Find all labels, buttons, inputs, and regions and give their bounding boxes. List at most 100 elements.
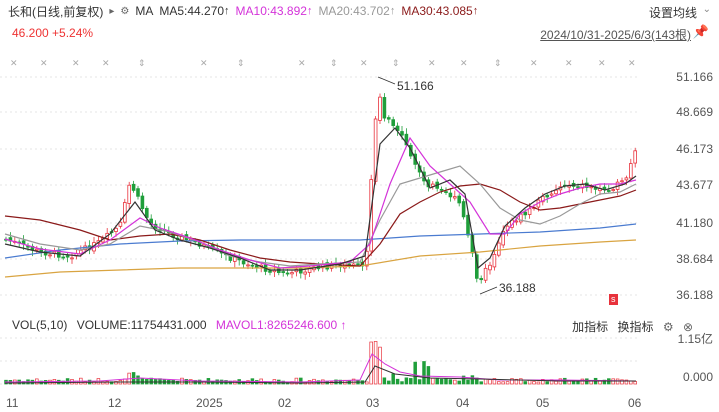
ma120-line (4, 239, 637, 278)
date-range-label[interactable]: 2024/10/31-2025/6/3(143根) (540, 28, 691, 42)
candle-body (114, 227, 118, 233)
candle-body (356, 263, 360, 266)
volume-bar (431, 377, 435, 385)
low-price-annotation: 36.188 (499, 281, 536, 295)
candle-body (488, 264, 492, 271)
candle-body (400, 131, 404, 136)
volume-bar (299, 377, 303, 385)
chevron-down-icon[interactable]: ⌄ (702, 4, 711, 15)
volume-title[interactable]: VOL(5,10) (12, 318, 68, 332)
event-s-marker[interactable]: s (609, 294, 618, 305)
candle-body (611, 189, 615, 191)
x-axis-label: 05 (536, 396, 550, 410)
candle-body (496, 242, 501, 256)
candle-body (527, 208, 532, 215)
volume-value: VOLUME:11754431.000 (76, 318, 207, 332)
kline-chart[interactable]: ✕ ✕ ✕ ✕ ⇕ ✕ ⇕ ✕ ⇕ ✕ ⇕ ✕ ✕ ⇕ ✕ ✕ ✕ ✕ (0, 44, 719, 314)
x-axis-label: 04 (456, 396, 470, 410)
candle-body (501, 230, 505, 246)
ma20-up-arrow-icon: ↑ (389, 5, 396, 17)
volume-bar (492, 378, 497, 385)
event-marker-icon: ✕ (628, 58, 636, 68)
low-annotation-line (479, 286, 498, 295)
x-axis-label: 06 (628, 396, 642, 410)
candle-body (70, 257, 74, 260)
volume-chart[interactable] (0, 334, 719, 390)
volume-bar (175, 380, 180, 385)
mavol-line (4, 353, 637, 383)
candle-body (439, 188, 444, 191)
volume-bar (136, 375, 140, 385)
ma20-value: MA20:43.702 (318, 4, 390, 18)
volume-bar (435, 378, 439, 385)
candle-body (452, 196, 457, 199)
volume-bar (387, 380, 391, 385)
y-axis-label: 46.173 (676, 142, 713, 156)
event-marker-icon: ✕ (565, 58, 573, 68)
candle-body (369, 179, 373, 252)
volume-gridlines (0, 337, 640, 385)
volume-bar (519, 378, 523, 385)
event-marker-icon: ✕ (360, 58, 368, 68)
candle-body (576, 186, 580, 189)
volume-bar (479, 381, 483, 385)
volume-bar (532, 381, 536, 385)
x-axis-label: 03 (366, 396, 380, 410)
x-axis-label: 12 (108, 396, 122, 410)
ma60-line (4, 223, 637, 259)
volume-bar (466, 379, 470, 385)
volume-bar (378, 346, 382, 385)
y-axis-label: 38.684 (676, 252, 713, 266)
candle-body (461, 201, 466, 218)
close-icon[interactable]: ⊗ (682, 320, 693, 334)
ma5-value: MA5:44.270 (159, 4, 225, 18)
volume-bar (422, 361, 426, 385)
ma10-up-arrow-icon: ↑ (306, 5, 313, 17)
chart-header: 长和(日线,前复权) ▸ ⚙ MA MA5:44.270 ↑ MA10:43.8… (0, 0, 719, 22)
event-marker-icon: ✕ (298, 58, 306, 68)
menu-arrow-icon[interactable]: ▸ (109, 5, 115, 17)
volume-bar (417, 379, 422, 385)
y-axis-label: 51.166 (676, 70, 713, 84)
ma10-value: MA10:43.892 (235, 4, 307, 18)
volume-bar (620, 379, 624, 385)
candle-body (281, 271, 285, 273)
volume-bar (470, 375, 475, 385)
volume-bar (369, 341, 373, 385)
stock-title[interactable]: 长和(日线,前复权) (8, 4, 104, 19)
high-price-annotation: 51.166 (397, 79, 434, 93)
high-annotation-line (377, 76, 396, 85)
gear-icon[interactable]: ⚙ (120, 5, 130, 17)
volume-y-axis-max: 1.15亿 (677, 332, 713, 346)
y-axis-label: 43.677 (676, 178, 713, 192)
event-marker-icon: ✕ (428, 58, 436, 68)
volume-bar (439, 378, 444, 385)
volume-y-axis-zero: 0.000 (682, 370, 713, 384)
ma-label: MA (135, 4, 154, 18)
add-indicator-button[interactable]: 加指标 (572, 320, 609, 334)
ma30-value: MA30:43.085 (401, 4, 473, 18)
volume-bar (153, 378, 158, 385)
candle-body (448, 192, 453, 198)
candle-body (554, 189, 558, 195)
volume-bar (395, 378, 400, 385)
gear-icon[interactable]: ⚙ (662, 320, 674, 334)
candle-body (246, 264, 250, 267)
event-marker-icon: ✕ (40, 58, 48, 68)
pin-icon[interactable]: 📌 (692, 24, 709, 39)
candle-body (131, 183, 136, 191)
candle-body (127, 184, 132, 204)
volume-bar (497, 381, 501, 385)
candle-body (479, 278, 483, 281)
volume-bar (444, 378, 448, 385)
ma10-line (4, 136, 637, 269)
volume-bar (382, 377, 387, 385)
set-ma-button[interactable]: 设置均线 (648, 6, 697, 20)
volume-bar (365, 381, 369, 385)
volume-bar (294, 377, 299, 385)
volume-bar (545, 381, 549, 385)
candle-body (620, 180, 624, 183)
switch-indicator-button[interactable]: 换指标 (617, 320, 654, 334)
volume-header: VOL(5,10) VOLUME:11754431.000 MAVOL1:826… (12, 318, 346, 332)
event-marker-icon: ⇕ (494, 58, 502, 68)
